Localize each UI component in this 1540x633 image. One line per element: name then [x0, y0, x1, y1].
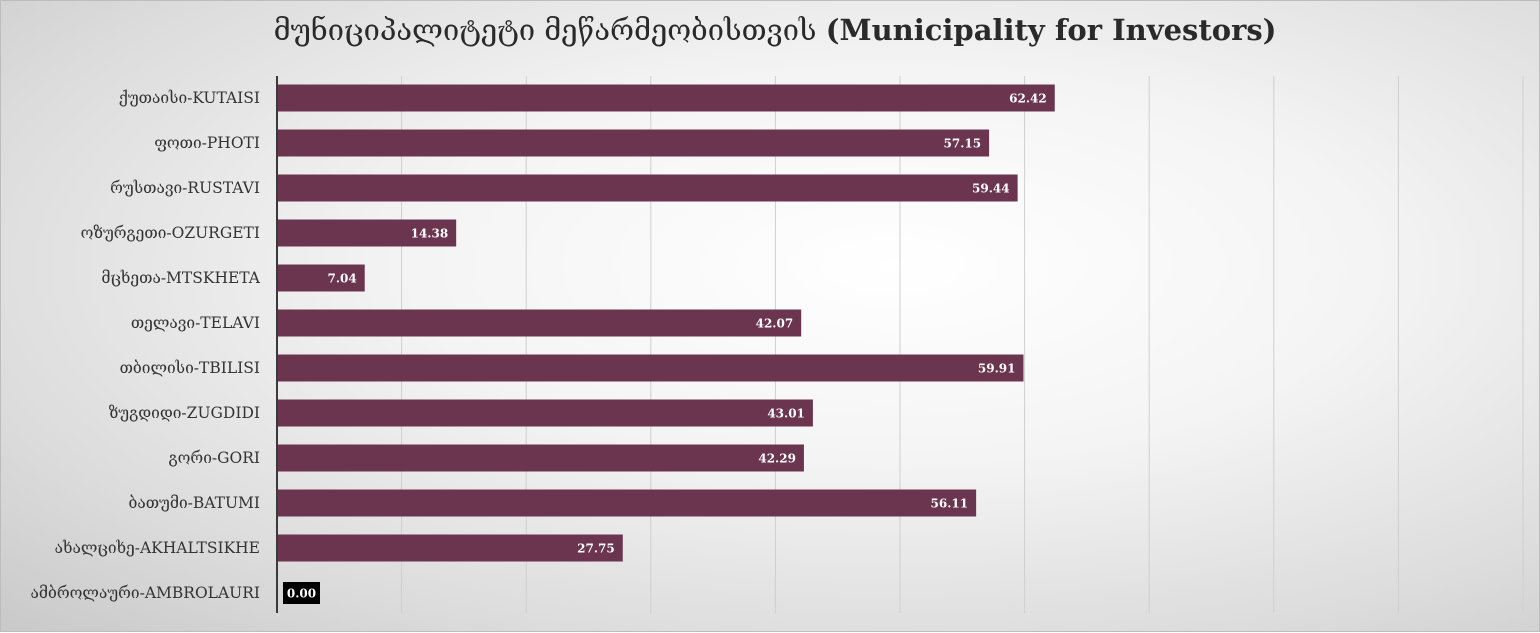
- data-label-background: [283, 582, 320, 604]
- chart-title-georgian: მუნიციპალიტეტი მეწარმეობისთვის: [273, 13, 817, 47]
- data-label: 57.15: [944, 137, 982, 151]
- category-label: ახალციხე-AKHALTSIKHE: [55, 539, 260, 557]
- bar-row: ბათუმი-BATUMI 56.11: [128, 489, 977, 517]
- bar: [277, 489, 977, 517]
- category-label: მცხეთა-MTSKHETA: [101, 269, 260, 287]
- category-label: თბილისი-TBILISI: [120, 359, 260, 377]
- data-label: 43.01: [767, 407, 805, 421]
- category-label: ზუგდიდი-ZUGDIDI: [109, 404, 260, 422]
- category-label: ამბროლაური-AMBROLAURI: [31, 584, 260, 602]
- bar: [277, 264, 365, 292]
- bar-row: ქუთაისი-KUTAISI 62.42: [119, 84, 1055, 112]
- bar-row: ოზურგეთი-OZURGETI 14.38: [81, 219, 457, 247]
- bar: [277, 174, 1018, 202]
- data-label: 27.75: [577, 542, 615, 556]
- data-label: 14.38: [411, 227, 449, 241]
- bar: [277, 129, 990, 157]
- category-label: ფოთი-PHOTI: [154, 134, 260, 152]
- bar-row: ფოთი-PHOTI 57.15: [154, 129, 990, 157]
- category-label: ოზურგეთი-OZURGETI: [81, 224, 260, 242]
- gridlines: [401, 76, 1524, 613]
- bar: [277, 219, 457, 247]
- category-label: ქუთაისი-KUTAISI: [119, 89, 260, 107]
- bar-row: ამბროლაური-AMBROLAURI 0.00: [31, 582, 320, 604]
- chart-title: მუნიციპალიტეტი მეწარმეობისთვის (Municipa…: [1, 13, 1540, 47]
- bar: [277, 84, 1055, 112]
- bar-row: თბილისი-TBILISI 59.91: [120, 354, 1024, 382]
- bar: [277, 309, 802, 337]
- category-label: ბათუმი-BATUMI: [128, 494, 260, 512]
- data-label: 7.04: [327, 272, 356, 286]
- data-label: 0.00: [287, 587, 316, 601]
- data-label: 59.44: [972, 182, 1010, 196]
- bar-row: მცხეთა-MTSKHETA 7.04: [101, 264, 365, 292]
- chart-title-english: (Municipality for Investors): [825, 13, 1277, 47]
- bar: [277, 354, 1024, 382]
- bar-row: ზუგდიდი-ZUGDIDI 43.01: [109, 399, 813, 427]
- data-label: 42.07: [756, 317, 794, 331]
- data-label: 62.42: [1009, 92, 1047, 106]
- data-label: 56.11: [931, 497, 969, 511]
- bar-row: რუსთავი-RUSTAVI 59.44: [110, 174, 1018, 202]
- bar-row: გორი-GORI 42.29: [169, 444, 804, 472]
- category-label: რუსთავი-RUSTAVI: [110, 179, 260, 197]
- data-label: 42.29: [758, 452, 796, 466]
- bar: [277, 534, 623, 562]
- bar: [277, 399, 813, 427]
- category-label: თელავი-TELAVI: [131, 314, 260, 332]
- bar-row: ახალციხე-AKHALTSIKHE 27.75: [55, 534, 623, 562]
- category-label: გორი-GORI: [169, 449, 261, 467]
- bar-row: თელავი-TELAVI 42.07: [131, 309, 802, 337]
- bar: [277, 444, 804, 472]
- data-label: 59.91: [978, 362, 1016, 376]
